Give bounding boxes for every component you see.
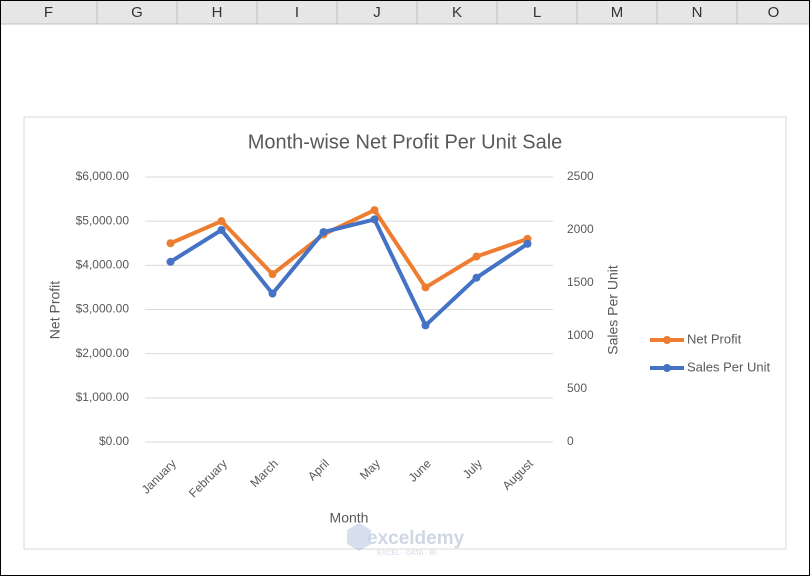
column-header: G [131, 4, 143, 21]
column-header: J [373, 4, 381, 21]
y2-tick-label: 500 [567, 381, 587, 395]
data-point [268, 270, 277, 279]
data-point [370, 215, 379, 224]
y2-tick-label: 2500 [567, 169, 594, 183]
series-line [169, 208, 529, 290]
y-tick-label: $0.00 [99, 434, 129, 448]
data-point [319, 228, 328, 237]
watermark-tagline: EXCEL · DATA · BI [377, 550, 436, 557]
series-line [169, 217, 529, 328]
column-header: F [44, 4, 53, 21]
y-tick-label: $4,000.00 [76, 258, 130, 272]
legend-label: Net Profit [687, 331, 742, 346]
data-point [472, 273, 481, 282]
data-point [268, 289, 277, 298]
column-header: M [611, 4, 624, 21]
legend-entry: Sales Per Unit [650, 359, 770, 374]
y2-tick-label: 0 [567, 434, 574, 448]
data-point [166, 257, 175, 266]
legend-marker [663, 364, 671, 372]
data-point [217, 217, 226, 226]
y2-tick-label: 1000 [567, 328, 594, 342]
y-axis-title: Net Profit [47, 281, 63, 339]
data-point [523, 239, 532, 248]
x-axis-title: Month [330, 510, 369, 526]
chart-area [23, 116, 787, 550]
data-point [217, 226, 226, 234]
column-header: N [692, 4, 703, 21]
column-header: I [295, 4, 299, 21]
data-point [472, 252, 481, 261]
column-header: H [212, 4, 223, 21]
y-tick-label: $1,000.00 [76, 390, 130, 404]
y2-tick-label: 2000 [567, 222, 594, 236]
data-point [370, 206, 379, 215]
data-point [166, 239, 175, 248]
column-header: K [452, 4, 462, 21]
column-header: L [533, 4, 541, 21]
watermark-brand: exceldemy [367, 528, 465, 549]
watermark: exceldemy EXCEL · DATA · BI [347, 523, 465, 557]
y-tick-label: $5,000.00 [76, 213, 130, 227]
legend-label: Sales Per Unit [687, 359, 770, 374]
data-point [421, 283, 430, 292]
y-tick-label: $3,000.00 [76, 302, 130, 316]
data-point [421, 321, 430, 330]
legend-entry: Net Profit [650, 331, 742, 346]
watermark-icon [347, 523, 371, 551]
y2-tick-label: 1500 [567, 275, 594, 289]
y-tick-label: $6,000.00 [76, 169, 130, 183]
y2-axis-title: Sales Per Unit [605, 265, 621, 355]
y-tick-label: $2,000.00 [76, 346, 130, 360]
column-header: O [768, 4, 780, 21]
chart-title: Month-wise Net Profit Per Unit Sale [248, 131, 563, 153]
legend-marker [663, 336, 671, 344]
column-header-bar [0, 0, 810, 24]
